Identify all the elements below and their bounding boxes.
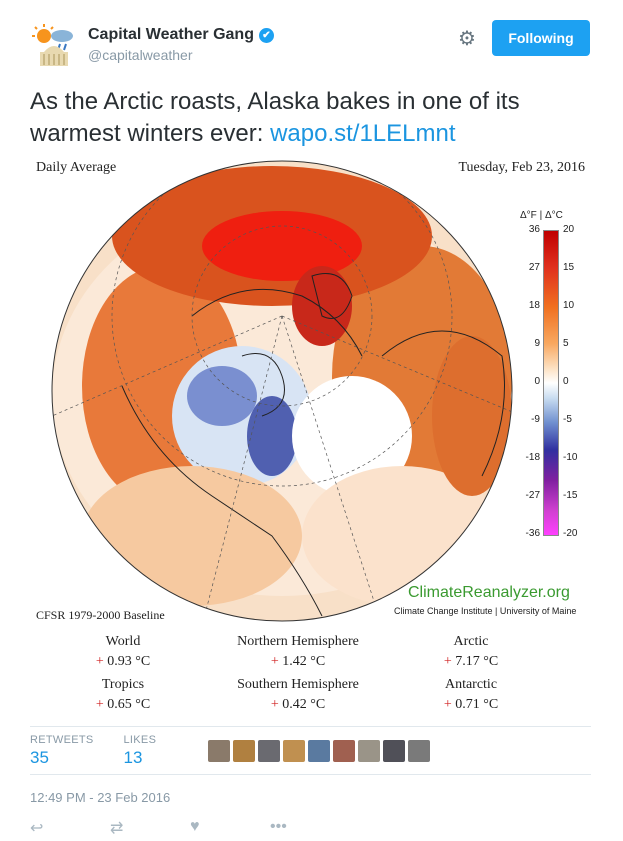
colorbar-tick-f: -18 bbox=[525, 452, 540, 463]
liker-avatar[interactable] bbox=[283, 740, 305, 762]
colorbar-tick-c: -10 bbox=[563, 452, 578, 463]
retweets-count[interactable]: 35 bbox=[30, 748, 49, 767]
tweet-actions: ↩ ⇄ ♥ ••• bbox=[30, 818, 350, 838]
stat-label: Northern Hemisphere bbox=[237, 634, 359, 649]
stat-number: 0.65 °C bbox=[107, 697, 151, 712]
colorbar-tick-c: 20 bbox=[563, 224, 575, 235]
following-button[interactable]: Following bbox=[492, 20, 590, 56]
avatar[interactable] bbox=[30, 22, 78, 70]
stat-label: Southern Hemisphere bbox=[237, 677, 359, 692]
colorbar-tick-f: 0 bbox=[534, 376, 540, 387]
stat-northern-hemisphere: Northern Hemisphere + 1.42 °C bbox=[213, 634, 383, 670]
author-block[interactable]: Capital Weather Gang ✔ @capitalweather bbox=[88, 26, 274, 63]
stat-number: 0.42 °C bbox=[282, 697, 326, 712]
climate-reanalyzer-logo: ClimateReanalyzer.org bbox=[408, 584, 570, 601]
colorbar-tick-c: 5 bbox=[563, 338, 569, 349]
retweets-stat[interactable]: RETWEETS 35 bbox=[30, 734, 94, 768]
more-icon[interactable]: ••• bbox=[270, 818, 287, 835]
liker-avatar[interactable] bbox=[408, 740, 430, 762]
display-name[interactable]: Capital Weather Gang ✔ bbox=[88, 26, 274, 44]
stat-number: 1.42 °C bbox=[282, 654, 326, 669]
likes-stat[interactable]: LIKES 13 bbox=[124, 734, 157, 768]
colorbar-tick-c: -5 bbox=[563, 414, 572, 425]
stat-number: 7.17 °C bbox=[455, 654, 499, 669]
divider bbox=[30, 726, 591, 727]
stat-label: Antarctic bbox=[444, 677, 498, 692]
stat-value: + 1.42 °C bbox=[213, 654, 383, 670]
stat-value: + 0.93 °C bbox=[38, 654, 208, 670]
colorbar-tick-c: 0 bbox=[563, 376, 569, 387]
heart-icon[interactable]: ♥ bbox=[190, 818, 200, 835]
stat-sign: + bbox=[443, 697, 452, 712]
stat-southern-hemisphere: Southern Hemisphere + 0.42 °C bbox=[213, 677, 383, 713]
tweet-media[interactable]: Daily Average Tuesday, Feb 23, 2016 bbox=[30, 150, 591, 720]
colorbar bbox=[543, 230, 559, 536]
tweet-link[interactable]: wapo.st/1LELmnt bbox=[270, 120, 456, 147]
stat-antarctic: Antarctic + 0.71 °C bbox=[386, 677, 556, 713]
colorbar-tick-c: -15 bbox=[563, 490, 578, 501]
climate-reanalyzer-subtitle: Climate Change Institute | University of… bbox=[394, 606, 577, 616]
stat-sign: + bbox=[95, 654, 104, 669]
stat-value: + 0.71 °C bbox=[386, 697, 556, 713]
handle[interactable]: @capitalweather bbox=[88, 47, 193, 63]
stat-label: Arctic bbox=[453, 634, 489, 649]
tweet-body: As the Arctic roasts, Alaska bakes in on… bbox=[30, 88, 520, 147]
verified-badge-icon: ✔ bbox=[258, 27, 274, 43]
colorbar-header: Δ°F | Δ°C bbox=[520, 210, 563, 221]
liker-avatar[interactable] bbox=[258, 740, 280, 762]
display-name-text[interactable]: Capital Weather Gang bbox=[88, 26, 254, 43]
colorbar-tick-f: -27 bbox=[525, 490, 540, 501]
stat-sign: + bbox=[270, 697, 279, 712]
colorbar-tick-f: 36 bbox=[528, 224, 540, 235]
stat-value: + 0.65 °C bbox=[38, 697, 208, 713]
map-title-left: Daily Average bbox=[36, 160, 117, 175]
retweet-icon[interactable]: ⇄ bbox=[110, 820, 124, 837]
divider bbox=[30, 774, 591, 775]
colorbar-tick-f: -9 bbox=[531, 414, 540, 425]
liker-avatar[interactable] bbox=[333, 740, 355, 762]
globe-map bbox=[51, 160, 513, 622]
tweet-text: As the Arctic roasts, Alaska bakes in on… bbox=[30, 86, 600, 150]
likes-count[interactable]: 13 bbox=[123, 748, 143, 767]
stat-sign: + bbox=[95, 697, 104, 712]
stat-sign: + bbox=[270, 654, 279, 669]
tweet-timestamp[interactable]: 12:49 PM - 23 Feb 2016 bbox=[30, 790, 171, 805]
stat-arctic: Arctic + 7.17 °C bbox=[386, 634, 556, 670]
liker-avatars bbox=[208, 740, 430, 762]
stat-number: 0.93 °C bbox=[107, 654, 151, 669]
liker-avatar[interactable] bbox=[308, 740, 330, 762]
liker-avatar[interactable] bbox=[208, 740, 230, 762]
colorbar-tick-f: -36 bbox=[525, 528, 540, 539]
liker-avatar[interactable] bbox=[383, 740, 405, 762]
reply-icon[interactable]: ↩ bbox=[30, 820, 44, 837]
colorbar-tick-c: 10 bbox=[563, 300, 575, 311]
stat-value: + 0.42 °C bbox=[213, 697, 383, 713]
colorbar-tick-f: 27 bbox=[528, 262, 540, 273]
stat-world: World + 0.93 °C bbox=[38, 634, 208, 670]
map-title-right: Tuesday, Feb 23, 2016 bbox=[458, 160, 585, 175]
stat-label: Tropics bbox=[101, 677, 145, 692]
colorbar-tick-f: 18 bbox=[528, 300, 540, 311]
engagement-counts: RETWEETS 35 LIKES 13 bbox=[30, 734, 156, 768]
baseline-label: CFSR 1979-2000 Baseline bbox=[36, 608, 165, 622]
colorbar-tick-c: 15 bbox=[563, 262, 575, 273]
likes-label: LIKES bbox=[123, 734, 157, 746]
liker-avatar[interactable] bbox=[358, 740, 380, 762]
stat-tropics: Tropics + 0.65 °C bbox=[38, 677, 208, 713]
stat-sign: + bbox=[443, 654, 452, 669]
colorbar-tick-c: -20 bbox=[563, 528, 578, 539]
gear-icon[interactable]: ⚙ bbox=[458, 28, 476, 50]
stat-value: + 7.17 °C bbox=[386, 654, 556, 670]
retweets-label: RETWEETS bbox=[30, 734, 94, 746]
stat-number: 0.71 °C bbox=[455, 697, 499, 712]
colorbar-tick-f: 9 bbox=[534, 338, 540, 349]
stat-label: World bbox=[105, 634, 141, 649]
liker-avatar[interactable] bbox=[233, 740, 255, 762]
